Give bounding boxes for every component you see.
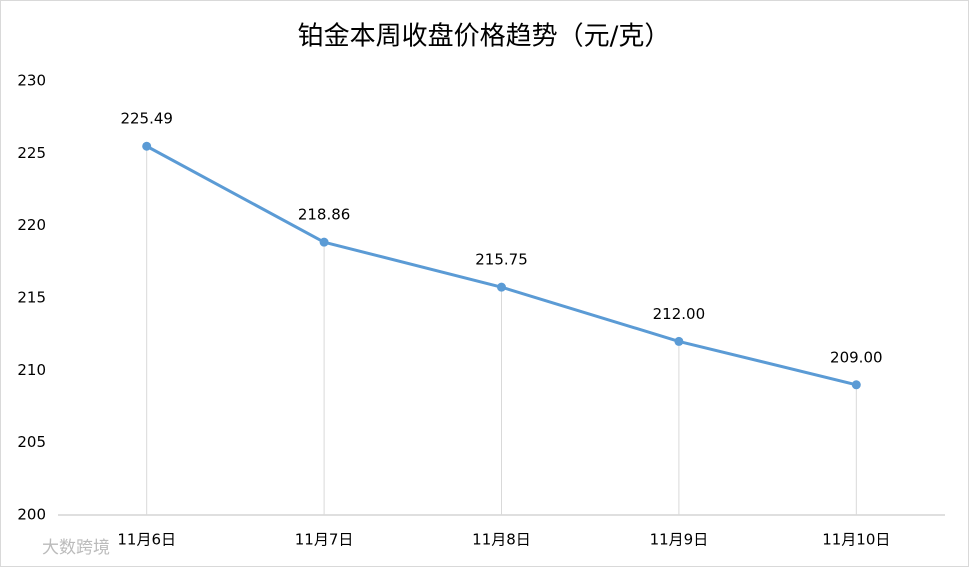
marker: [851, 380, 861, 390]
y-tick-label: 210: [17, 361, 46, 379]
marker: [497, 282, 506, 292]
data-label: 225.49: [120, 110, 173, 128]
watermark: 大数跨境: [42, 538, 110, 558]
data-label: 215.75: [475, 251, 528, 269]
x-tick-label: 11月10日: [822, 531, 890, 549]
data-label: 209.00: [830, 348, 883, 366]
x-tick-label: 11月8日: [472, 531, 531, 549]
chart-title: 铂金本周收盘价格趋势（元/克）: [298, 22, 671, 52]
marker: [142, 141, 152, 151]
y-tick-label: 230: [17, 72, 46, 90]
marker: [319, 237, 329, 247]
y-tick-label: 215: [17, 289, 46, 307]
y-tick-label: 225: [17, 144, 46, 162]
y-tick-label: 200: [17, 506, 46, 524]
marker: [674, 336, 684, 346]
x-tick-label: 11月7日: [295, 531, 354, 549]
y-tick-label: 220: [17, 216, 46, 234]
x-tick-label: 11月6日: [117, 531, 176, 549]
data-label: 212.00: [653, 305, 706, 323]
x-tick-label: 11月9日: [650, 531, 709, 549]
data-label: 218.86: [298, 206, 351, 224]
y-tick-label: 205: [17, 433, 46, 451]
